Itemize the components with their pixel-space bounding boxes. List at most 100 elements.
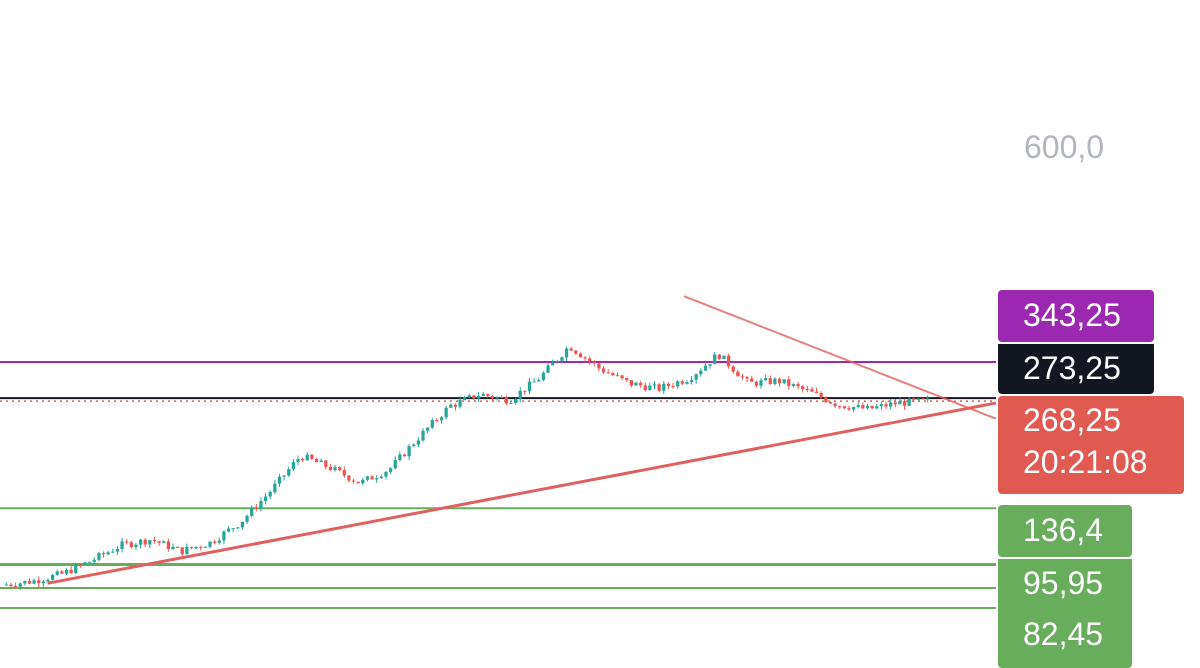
candle-body xyxy=(273,483,277,493)
candle-body xyxy=(856,405,860,407)
candle-body xyxy=(4,584,8,586)
candle-body xyxy=(231,528,235,530)
candle-body xyxy=(643,385,647,391)
candle-body xyxy=(805,388,809,390)
candle-body xyxy=(176,546,180,548)
candle-body xyxy=(384,471,388,477)
resistance-trendline xyxy=(683,295,997,420)
candle-body xyxy=(467,395,471,398)
candle-body xyxy=(819,392,823,398)
candle-body xyxy=(796,384,800,387)
candle-body xyxy=(120,541,124,550)
candle-body xyxy=(111,551,115,553)
candle-body xyxy=(347,475,351,481)
candle-body xyxy=(162,541,166,543)
candle-body xyxy=(773,378,777,385)
candle-body xyxy=(416,440,421,445)
candle-body xyxy=(301,459,305,461)
candle-body xyxy=(217,540,221,543)
candle-body xyxy=(551,362,555,366)
candle-body xyxy=(74,564,78,574)
candle-body xyxy=(129,542,133,548)
candle-body xyxy=(157,541,161,543)
candle-body xyxy=(764,378,768,381)
candle-body xyxy=(259,501,263,509)
candle-body xyxy=(13,585,18,587)
candle-body xyxy=(750,378,754,382)
candle-body xyxy=(138,539,143,545)
price-scale-top-label: 600,0 xyxy=(1024,129,1105,165)
candle-body xyxy=(814,391,819,393)
price-tag-green-level-1[interactable]: 136,4 xyxy=(998,505,1132,557)
horizontal-levels xyxy=(0,361,996,609)
candle-body xyxy=(449,404,453,408)
candle-body xyxy=(426,427,430,431)
candle-body xyxy=(55,571,59,575)
candle-body xyxy=(486,394,490,397)
candle-body xyxy=(731,366,735,372)
candle-body xyxy=(518,390,522,399)
candle-body xyxy=(60,571,64,574)
candle-body xyxy=(143,539,147,545)
candle-body xyxy=(37,580,41,584)
candle-body xyxy=(541,372,546,381)
candle-body xyxy=(713,354,717,365)
candle-body xyxy=(625,378,629,381)
candle-body xyxy=(199,546,203,548)
candle-body xyxy=(504,397,508,404)
candle-body xyxy=(884,404,888,407)
candle-body xyxy=(722,355,726,360)
candle-body xyxy=(370,476,374,480)
candle-body xyxy=(828,402,833,404)
candle-body xyxy=(652,384,657,386)
candle-body xyxy=(356,481,360,484)
candle-body xyxy=(171,546,175,550)
price-tag-purple-level[interactable]: 343,25 xyxy=(998,290,1154,342)
candle-body xyxy=(740,376,745,378)
price-tag-black-level[interactable]: 273,25 xyxy=(998,344,1154,394)
candle-body xyxy=(838,406,842,408)
candle-body xyxy=(328,466,333,471)
candle-body xyxy=(106,552,110,555)
support-trendline xyxy=(47,401,997,585)
candle-body xyxy=(245,515,249,522)
candle-body xyxy=(583,357,587,359)
candle-body xyxy=(782,379,786,384)
candle-body xyxy=(699,370,703,375)
candle-body xyxy=(398,454,402,461)
candle-body xyxy=(305,454,309,461)
candle-body xyxy=(879,404,884,407)
candle-body xyxy=(101,553,106,555)
candle-body xyxy=(296,459,300,463)
candle-body xyxy=(287,469,291,476)
candle-body xyxy=(546,365,550,373)
candle-body xyxy=(125,541,129,543)
candle-body xyxy=(601,368,606,373)
candle-body xyxy=(500,397,504,399)
candle-body xyxy=(865,405,870,409)
candle-body xyxy=(402,454,407,457)
candle-body xyxy=(676,381,680,387)
candle-body xyxy=(574,350,578,354)
candle-body xyxy=(476,395,481,399)
last-price-tag[interactable]: 268,25 20:21:08 xyxy=(998,396,1184,494)
candle-body xyxy=(912,398,916,400)
price-tag-green-level-2[interactable]: 95,95 xyxy=(998,559,1132,609)
candle-body xyxy=(648,385,652,391)
candle-body xyxy=(444,407,448,418)
candle-body xyxy=(620,375,624,379)
candle-body xyxy=(226,528,231,532)
candle-body xyxy=(291,462,295,470)
price-tag-green-level-3[interactable]: 82,45 xyxy=(998,609,1132,668)
candle-body xyxy=(342,470,346,476)
candle-body xyxy=(333,467,337,471)
candle-body xyxy=(88,561,92,563)
candle-body xyxy=(537,380,541,382)
candle-body xyxy=(666,383,671,387)
candle-body xyxy=(148,540,152,545)
candle-body xyxy=(680,381,684,384)
candle-body xyxy=(889,402,893,407)
candle-body xyxy=(115,549,120,552)
candle-body xyxy=(490,396,495,399)
